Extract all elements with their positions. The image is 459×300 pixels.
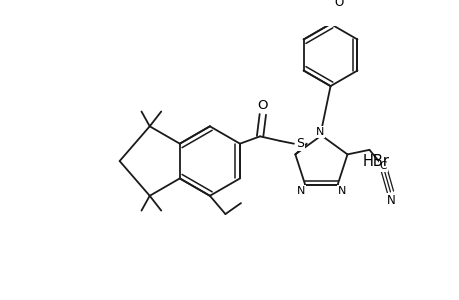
- Text: O: O: [257, 99, 268, 112]
- Text: C: C: [379, 161, 386, 171]
- Text: N: N: [386, 194, 395, 207]
- Text: O: O: [333, 0, 343, 9]
- Text: N: N: [337, 185, 346, 196]
- Text: N: N: [316, 127, 324, 137]
- Text: HBr: HBr: [362, 154, 389, 169]
- Text: S: S: [296, 137, 304, 150]
- Text: N: N: [296, 185, 304, 196]
